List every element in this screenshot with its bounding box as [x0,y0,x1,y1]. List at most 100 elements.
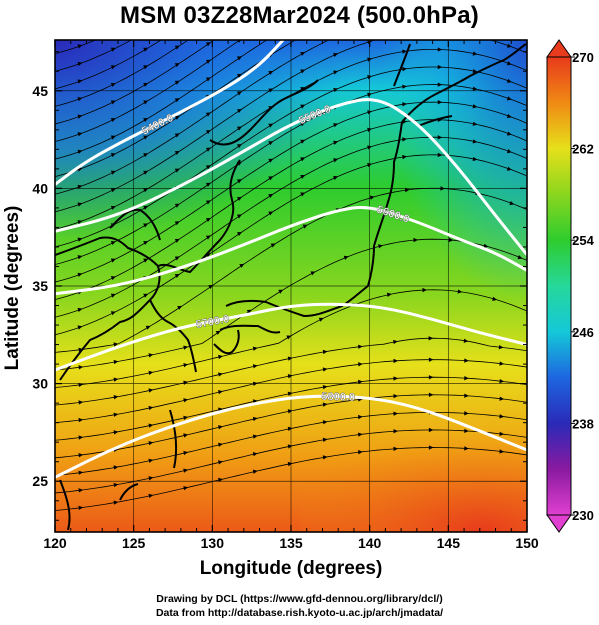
wind-arrow [174,80,180,85]
wind-arrow [506,149,512,154]
wind-arrow [499,414,505,419]
wind-arrow [393,429,399,434]
y-axis-label: Latitude (degrees) [2,205,23,371]
wind-arrow [205,165,211,170]
wind-arrow [287,374,293,379]
wind-arrow [236,108,242,114]
wind-arrow [506,78,512,83]
wind-arrow [77,96,83,102]
wind-arrow [174,98,180,103]
wind-arrow [113,482,119,488]
wind-arrow [402,49,407,54]
wind-arrow [110,135,116,140]
streamline [55,238,527,371]
wind-arrow [300,17,305,21]
wind-arrow [506,131,512,136]
credit-data: Data from http://database.rish.kyoto-u.a… [155,607,444,619]
wind-arrow [77,272,83,277]
wind-arrow [205,182,211,187]
y-tick-label: 30 [32,376,48,392]
wind-arrow [286,335,292,340]
wind-arrow [404,187,410,193]
wind-arrow [499,431,505,437]
credit-drawing: Drawing by DCL (https://www.gfd-dennou.o… [156,593,443,605]
wind-arrow [402,154,407,160]
streamline [55,447,527,511]
wind-arrow [300,139,306,144]
wind-arrow [464,411,469,416]
wind-arrow [322,455,328,460]
wind-arrow [464,446,469,451]
wind-arrow [268,70,274,75]
wind-arrow [78,435,84,440]
wind-arrow [183,450,189,456]
wind-arrow [205,59,211,64]
wind-arrow [110,258,116,263]
wind-arrow [183,363,189,368]
x-tick-label: 135 [279,535,303,551]
wind-arrow [535,437,540,441]
streamline [55,337,527,406]
wind-arrow [464,375,469,381]
wind-arrow [534,350,539,354]
wind-arrow [463,338,469,343]
wind-arrow [322,367,328,372]
streamline [55,394,527,459]
wind-arrow [110,65,116,70]
colorbar-tick-label: 238 [572,416,594,431]
wind-arrow [78,505,84,511]
wind-arrow [358,344,363,349]
wind-arrow [268,141,274,146]
wind-arrow [78,470,84,475]
wind-arrow [402,102,407,107]
wind-arrow [143,65,149,70]
wind-arrow [113,412,119,417]
colorbar: 230 238 246 254 262 270 [546,39,595,533]
wind-arrow [113,465,119,470]
wind-arrow [300,122,306,127]
wind-arrow [143,82,149,87]
wind-arrow [437,100,443,105]
wind-arrow [507,26,512,30]
wind-arrow [175,10,180,14]
wind-arrow [177,305,183,310]
wind-arrow [422,287,427,293]
wind-arrow [113,395,119,400]
wind-arrow [143,153,149,158]
wind-arrow [457,289,463,294]
wind-arrow [110,276,116,281]
wind-arrow [509,201,515,206]
streamline [55,376,527,441]
wind-arrow [402,84,407,89]
wind-arrow [358,379,363,385]
wind-arrow [113,500,119,505]
y-tick-label: 25 [32,473,48,489]
x-tick-label: 140 [358,535,382,551]
wind-arrow [507,8,512,12]
wind-arrow [143,170,149,175]
streamline [55,66,527,248]
wind-arrow [110,205,116,210]
wind-arrow [402,14,407,18]
wind-arrow [472,121,478,126]
wind-arrow [143,13,148,17]
wind-arrow [148,458,154,463]
wind-streamlines [55,0,540,511]
wind-arrow [175,28,180,32]
wind-arrow [236,144,242,149]
wind-arrow [499,396,505,401]
wind-arrow [472,156,478,162]
wind-arrow [143,188,149,193]
wind-arrow [322,402,328,407]
wind-arrow [358,362,363,367]
wind-arrow [483,243,489,248]
wind-arrow [110,117,116,123]
wind-arrow [287,356,293,361]
wind-arrow [218,425,223,430]
wind-arrow [218,460,223,465]
wind-arrow [333,0,338,4]
wind-arrow [322,420,328,425]
wind-arrow [77,44,83,49]
wind-arrow [402,67,407,72]
wind-arrow [148,493,154,499]
